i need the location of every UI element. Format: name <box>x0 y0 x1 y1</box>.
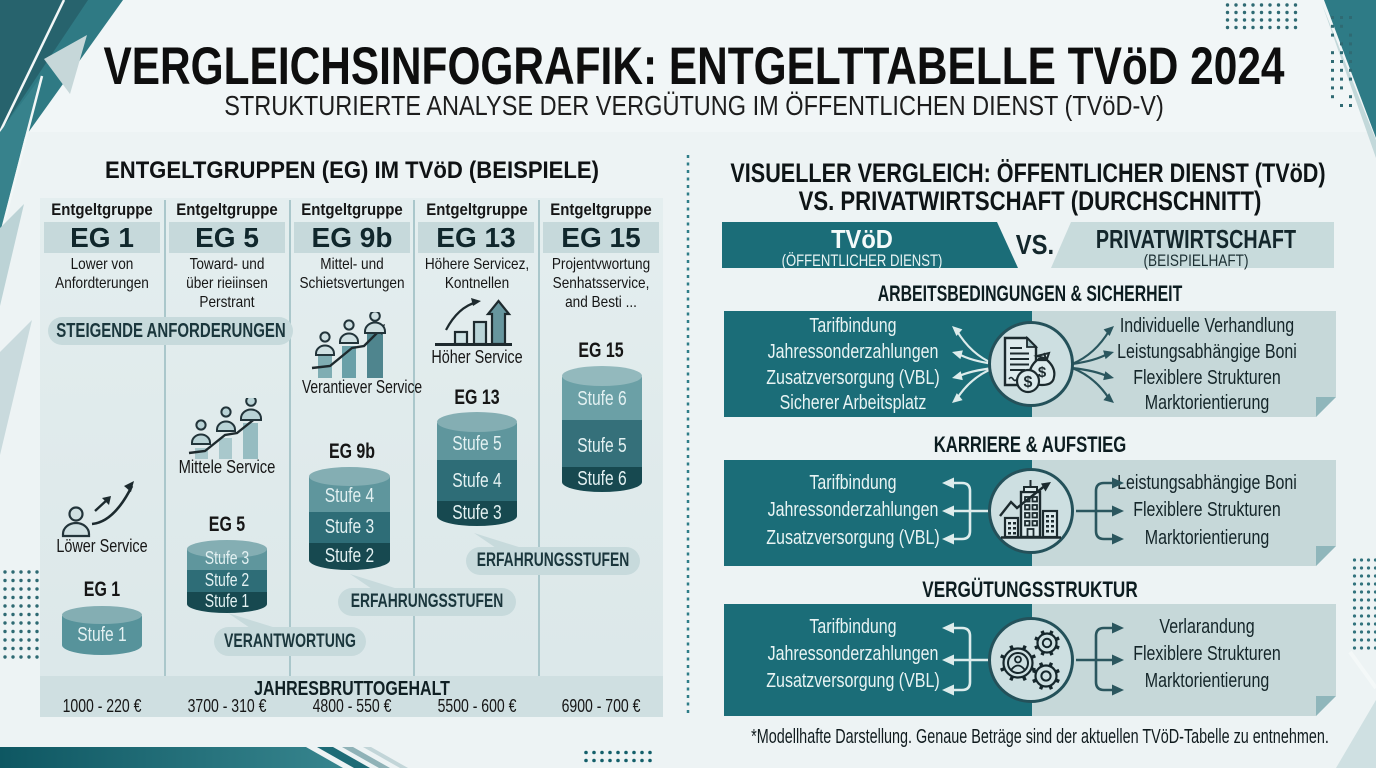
svg-text:$: $ <box>1038 364 1047 381</box>
svg-text:$: $ <box>1024 374 1033 391</box>
